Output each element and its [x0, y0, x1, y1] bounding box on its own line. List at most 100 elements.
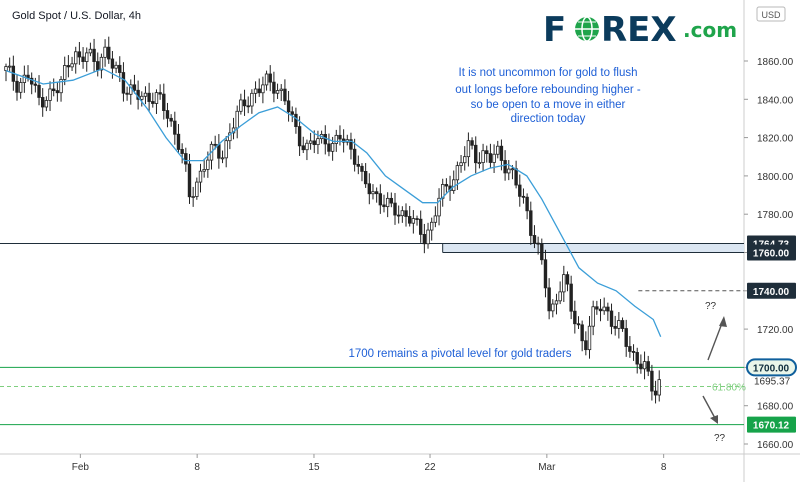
candle-body	[422, 234, 427, 245]
candle-body	[481, 150, 485, 164]
candle-body	[455, 165, 460, 181]
candle-body	[272, 81, 276, 94]
candle-body	[187, 163, 192, 198]
candle-body	[540, 243, 544, 261]
candle-body	[602, 306, 606, 312]
candle-body	[551, 303, 555, 312]
candle-body	[301, 145, 305, 151]
candle-body	[525, 196, 529, 212]
candle-body	[393, 202, 397, 216]
candle-body	[92, 48, 96, 62]
candle-body	[217, 144, 221, 159]
candle-body	[114, 64, 118, 69]
candle-body	[591, 306, 595, 327]
candle-body	[367, 183, 372, 195]
currency-badge[interactable]: USD	[761, 10, 781, 20]
top-note-line-1: It is not uncommon for gold to flush	[459, 67, 638, 79]
candle-body	[176, 133, 181, 150]
candle-body	[132, 84, 137, 91]
candle-body	[441, 184, 445, 199]
candle-body	[547, 287, 551, 312]
candle-body	[48, 88, 52, 101]
candle-body	[569, 283, 573, 312]
candle-body	[40, 97, 45, 108]
logo-letters-rex: REX	[601, 10, 677, 50]
candle-body	[646, 361, 650, 372]
globe-icon	[575, 16, 599, 42]
candle-body	[74, 51, 78, 65]
candle-body	[363, 170, 368, 185]
price-tick-label: 1800.00	[757, 172, 794, 183]
candle-body	[290, 111, 294, 115]
candle-body	[418, 218, 423, 235]
candle-body	[29, 77, 34, 85]
time-tick-label: 22	[424, 462, 436, 473]
candle-body	[404, 210, 408, 217]
candle-body	[283, 88, 287, 102]
time-tick-label: 8	[661, 462, 667, 473]
candle-body	[294, 113, 298, 127]
candle-body	[261, 84, 265, 94]
candle-body	[374, 191, 379, 195]
candle-body	[576, 323, 581, 326]
horizontal-levels	[0, 242, 744, 426]
candle-body	[650, 370, 654, 392]
fib-level-label: 61.80%	[712, 383, 746, 394]
support-zone	[442, 243, 744, 253]
currency-badge-frame[interactable]	[756, 6, 786, 22]
candle-body	[103, 46, 107, 58]
candle-body	[609, 310, 614, 327]
time-axis-ticks: Feb 8 15 22 Mar 8	[72, 454, 667, 473]
up-scenario-marker: ??	[705, 301, 717, 312]
candle-body	[396, 214, 401, 217]
level-label-box	[747, 244, 796, 261]
candle-body	[371, 191, 375, 195]
candle-body	[70, 63, 74, 68]
top-note-line-3: so be open to a move in either	[471, 99, 626, 111]
candle-body	[341, 138, 346, 143]
candle-body	[4, 66, 8, 71]
candle-body	[415, 218, 419, 220]
candle-body	[154, 92, 159, 104]
candle-body	[653, 390, 658, 396]
candle-body	[305, 142, 309, 151]
candle-body	[184, 153, 188, 165]
candle-body	[477, 162, 482, 165]
candle-body	[125, 92, 129, 95]
logo-letter-f: F	[543, 10, 566, 50]
level-label-text: 1740.00	[753, 287, 790, 298]
candle-body	[452, 179, 456, 191]
candle-body	[169, 117, 173, 122]
candle-body	[121, 72, 126, 94]
candle-body	[521, 195, 526, 198]
time-tick-label: Feb	[72, 462, 90, 473]
time-tick-label: 8	[194, 462, 200, 473]
candle-body	[316, 138, 320, 146]
candle-body	[400, 210, 405, 217]
top-note-line-2: out longs before rebounding higher -	[455, 84, 641, 96]
candle-body	[220, 157, 225, 160]
down-scenario-marker: ??	[714, 433, 726, 444]
candle-body	[228, 132, 232, 142]
candle-body	[488, 153, 493, 163]
candle-body	[573, 310, 577, 325]
candle-body	[264, 73, 269, 86]
candle-body	[213, 143, 217, 146]
candle-body	[532, 235, 537, 244]
candle-body	[507, 168, 511, 174]
candle-body	[52, 88, 56, 92]
candle-body	[151, 101, 155, 104]
candle-body	[77, 51, 82, 58]
candle-body	[613, 326, 617, 329]
candle-body	[433, 215, 438, 223]
candle-body	[257, 88, 261, 94]
candle-body	[518, 184, 522, 197]
candle-body	[635, 352, 639, 365]
candle-body	[250, 92, 254, 107]
candle-body	[118, 64, 122, 73]
price-tick-label: 1680.00	[757, 402, 794, 413]
candle-body	[587, 325, 592, 351]
candle-body	[235, 110, 239, 129]
candle-body	[312, 140, 316, 146]
